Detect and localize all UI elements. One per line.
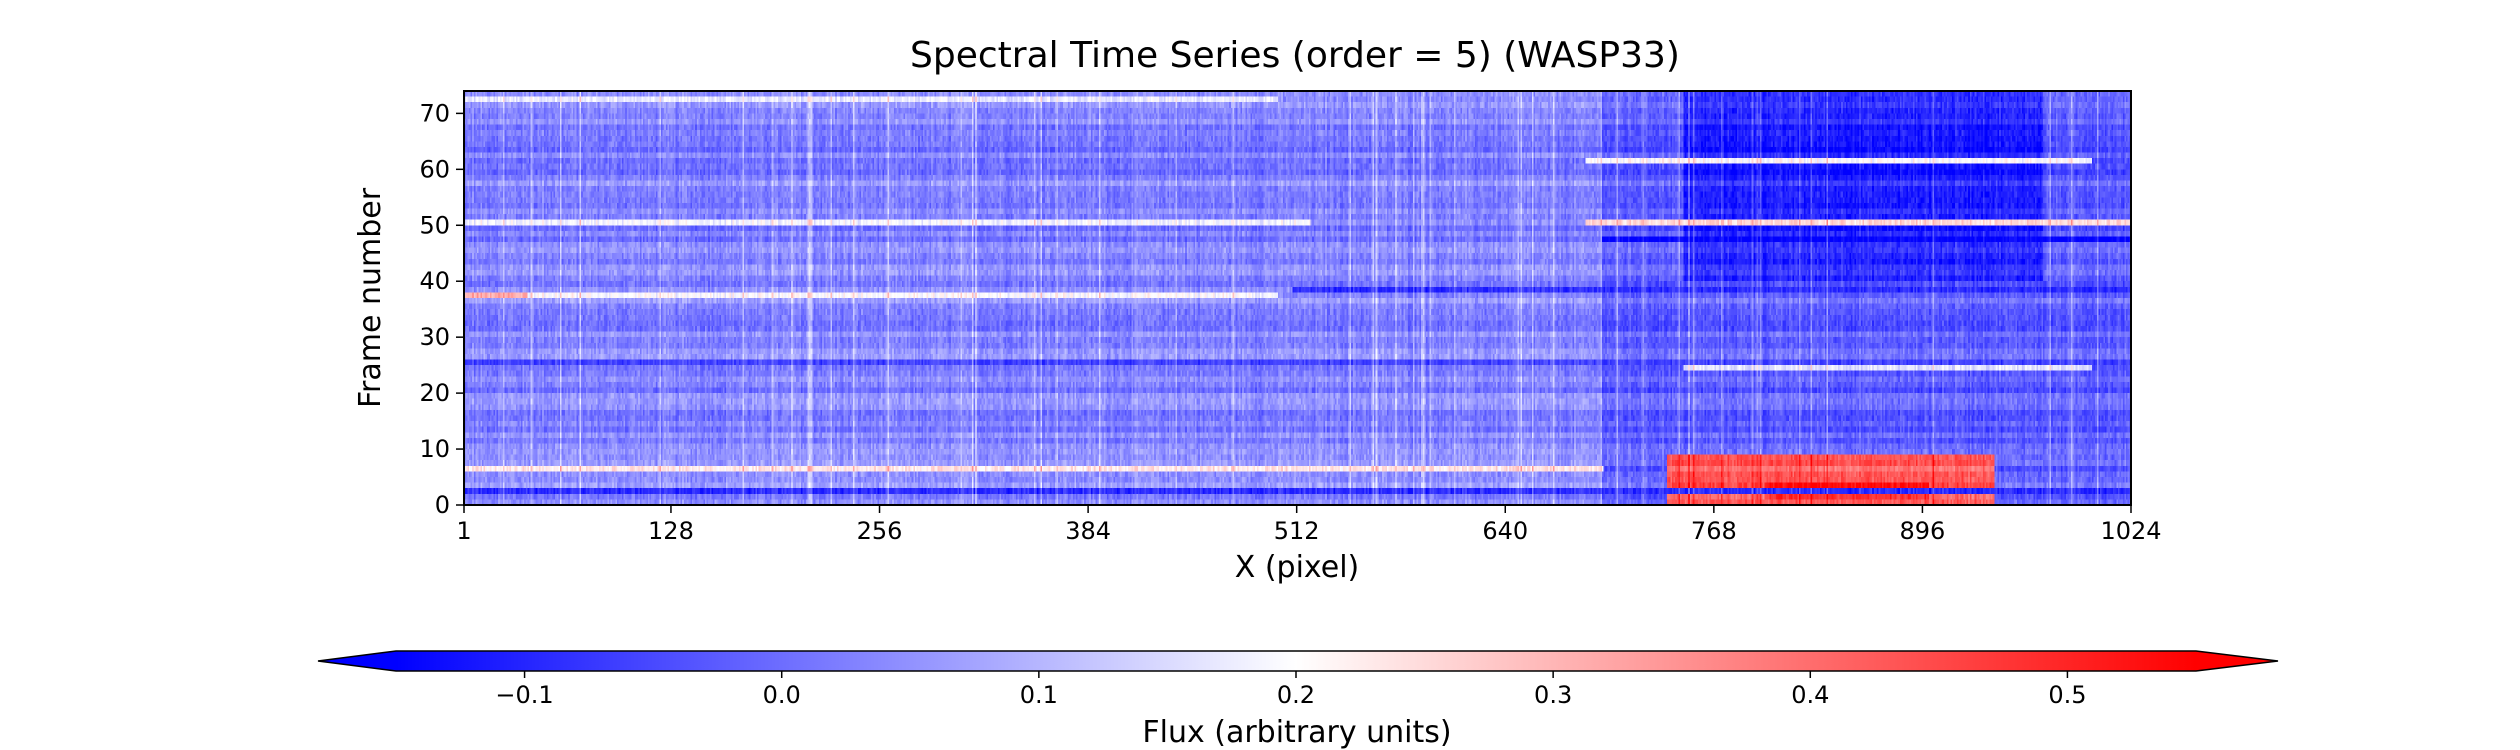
y-axis: 0 10 20 30 40 50 60 70 bbox=[419, 99, 464, 519]
colorbar-tick-label: 0.5 bbox=[2048, 681, 2086, 709]
x-tick-label: 1 bbox=[456, 517, 471, 545]
x-tick-label: 896 bbox=[1900, 517, 1946, 545]
x-tick-label: 384 bbox=[1065, 517, 1111, 545]
colorbar-label: Flux (arbitrary units) bbox=[1142, 715, 1451, 750]
plot-area bbox=[463, 90, 2132, 506]
colorbar-tick-label: 0.2 bbox=[1277, 681, 1315, 709]
x-tick-label: 768 bbox=[1691, 517, 1737, 545]
x-tick-label: 512 bbox=[1274, 517, 1320, 545]
x-axis: 1 128 256 384 512 640 768 896 1024 bbox=[456, 505, 2162, 545]
x-tick-label: 1024 bbox=[2100, 517, 2161, 545]
x-axis-label: X (pixel) bbox=[1235, 550, 1360, 585]
y-tick-label: 10 bbox=[419, 435, 450, 463]
y-tick-label: 70 bbox=[419, 99, 450, 127]
colorbar-extend-high bbox=[2196, 651, 2278, 671]
x-tick-label: 256 bbox=[857, 517, 903, 545]
plot-frame bbox=[463, 90, 2132, 506]
colorbar-tick-label: 0.0 bbox=[763, 681, 801, 709]
colorbar-extend-low bbox=[318, 651, 396, 671]
heatmap-image bbox=[464, 91, 2131, 505]
x-tick-label: 640 bbox=[1482, 517, 1528, 545]
y-tick-label: 30 bbox=[419, 323, 450, 351]
colorbar-tick-label: 0.3 bbox=[1534, 681, 1572, 709]
y-tick-label: 50 bbox=[419, 211, 450, 239]
y-tick-label: 20 bbox=[419, 379, 450, 407]
colorbar-outline bbox=[317, 650, 2279, 672]
x-tick-label: 128 bbox=[648, 517, 694, 545]
colorbar-tick-label: −0.1 bbox=[495, 681, 553, 709]
chart-title: Spectral Time Series (order = 5) (WASP33… bbox=[910, 35, 1680, 76]
y-tick-label: 0 bbox=[435, 491, 450, 519]
colorbar-gradient bbox=[396, 651, 2196, 671]
colorbar-tick-label: 0.1 bbox=[1020, 681, 1058, 709]
y-tick-label: 60 bbox=[419, 155, 450, 183]
y-tick-label: 40 bbox=[419, 267, 450, 295]
colorbar: −0.1 0.0 0.1 0.2 0.3 0.4 0.5 Flux (arbitrary u… bbox=[317, 650, 2279, 750]
colorbar-tick-label: 0.4 bbox=[1791, 681, 1829, 709]
y-axis-label: Frame number bbox=[353, 187, 388, 408]
colorbar-ticks: −0.1 0.0 0.1 0.2 0.3 0.4 0.5 bbox=[495, 671, 2087, 709]
